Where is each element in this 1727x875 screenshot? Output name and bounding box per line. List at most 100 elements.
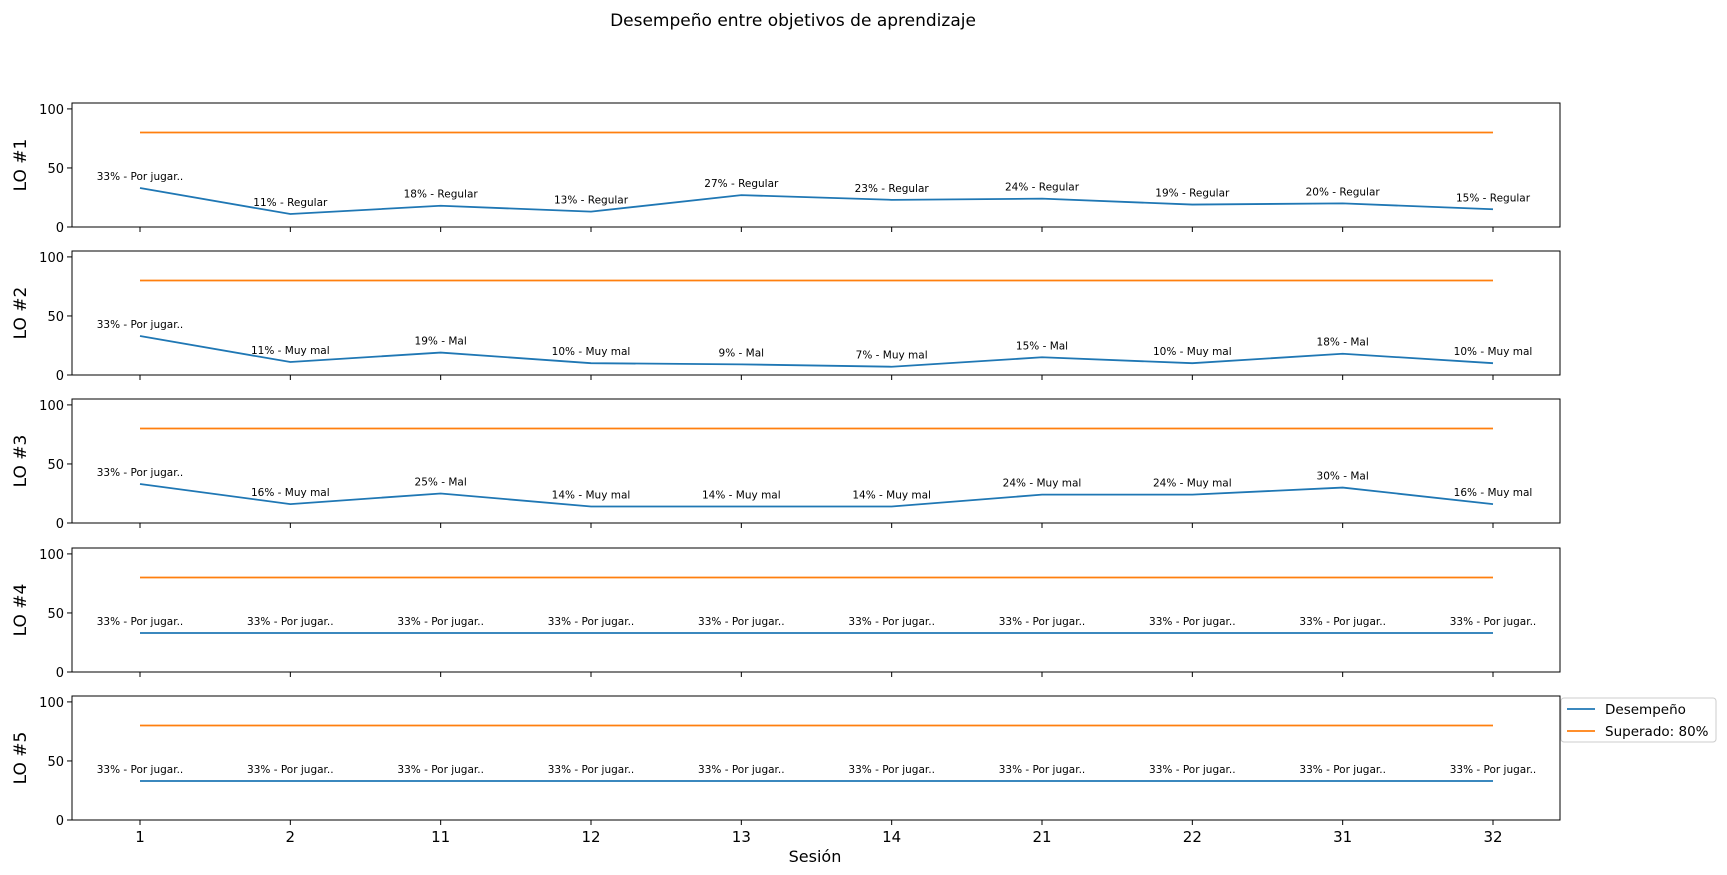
data-label: 33% - Por jugar..	[97, 319, 184, 331]
data-label: 33% - Por jugar..	[548, 764, 635, 776]
x-tick-label: 2	[286, 828, 296, 846]
data-label: 10% - Muy mal	[1454, 346, 1533, 358]
x-tick-label: 12	[581, 828, 600, 846]
data-label: 33% - Por jugar..	[999, 764, 1086, 776]
data-label: 33% - Por jugar..	[698, 764, 785, 776]
x-axis-label: Sesión	[789, 847, 842, 866]
legend-box	[1560, 697, 1717, 743]
panel-lo-3: 0 50 100 LO #3 33% - Por jugar.. 16% - Muy ma…	[11, 398, 1561, 532]
x-tick-label: 21	[1032, 828, 1051, 846]
y-axis-label: LO #1	[11, 139, 31, 192]
data-label: 33% - Por jugar..	[97, 616, 184, 628]
panel-frame	[71, 547, 1561, 673]
y-tick-label: 100	[39, 548, 64, 563]
data-label: 16% - Muy mal	[251, 487, 330, 499]
data-label: 27% - Regular	[704, 178, 779, 190]
data-label: 30% - Mal	[1317, 471, 1369, 483]
performance-line	[139, 483, 1494, 508]
data-label: 33% - Por jugar..	[247, 764, 334, 776]
y-axis-label: LO #2	[11, 287, 31, 340]
data-label: 33% - Por jugar..	[1299, 764, 1386, 776]
performance-line	[139, 187, 1494, 215]
data-label: 19% - Regular	[1155, 188, 1230, 200]
data-label: 33% - Por jugar..	[999, 616, 1086, 628]
data-label: 15% - Regular	[1456, 192, 1531, 204]
y-tick-label: 0	[56, 369, 64, 384]
y-axis-label: LO #3	[11, 435, 31, 488]
y-tick-label: 0	[56, 814, 64, 829]
data-label: 33% - Por jugar..	[397, 764, 484, 776]
data-label: 33% - Por jugar..	[848, 764, 935, 776]
data-label: 14% - Muy mal	[552, 489, 631, 501]
y-tick-label: 0	[56, 666, 64, 681]
data-label: 33% - Por jugar..	[1450, 764, 1537, 776]
data-label: 10% - Muy mal	[1153, 346, 1232, 358]
y-tick-label: 0	[56, 517, 64, 532]
legend-entry: Desempeño	[1605, 702, 1686, 718]
y-tick-label: 100	[39, 696, 64, 711]
data-label: 33% - Por jugar..	[1450, 616, 1537, 628]
data-label: 7% - Muy mal	[856, 350, 928, 362]
data-label: 15% - Mal	[1016, 340, 1068, 352]
data-label: 25% - Mal	[415, 476, 467, 488]
x-tick-label: 31	[1333, 828, 1352, 846]
data-label: 18% - Regular	[404, 189, 479, 201]
panel-frame	[71, 102, 1561, 228]
data-label: 33% - Por jugar..	[698, 616, 785, 628]
y-tick-label: 50	[47, 310, 64, 325]
panel-lo-2: 0 50 100 LO #2 33% - Por jugar.. 11% - Muy ma…	[11, 250, 1561, 384]
panel-lo-1: 0 50 100 LO #1 33% - Por jugar.. 11% - Regula…	[11, 102, 1561, 236]
y-tick-label: 50	[47, 162, 64, 177]
data-label: 24% - Muy mal	[1153, 478, 1232, 490]
data-label: 33% - Por jugar..	[848, 616, 935, 628]
data-label: 33% - Por jugar..	[97, 171, 184, 183]
performance-line	[139, 335, 1494, 368]
y-tick-label: 100	[39, 399, 64, 414]
data-label: 9% - Mal	[719, 347, 765, 359]
data-label: 33% - Por jugar..	[97, 467, 184, 479]
data-label: 14% - Muy mal	[852, 489, 931, 501]
x-tick-label: 22	[1183, 828, 1202, 846]
data-label: 11% - Regular	[253, 197, 328, 209]
data-label: 33% - Por jugar..	[1299, 616, 1386, 628]
y-tick-label: 50	[47, 755, 64, 770]
data-label: 18% - Mal	[1317, 337, 1369, 349]
data-label: 10% - Muy mal	[552, 346, 631, 358]
x-tick-label: 1	[135, 828, 145, 846]
x-tick-label: 13	[732, 828, 751, 846]
panel-frame	[71, 398, 1561, 524]
data-label: 20% - Regular	[1306, 186, 1381, 198]
y-tick-label: 0	[56, 221, 64, 236]
y-axis-label: LO #4	[11, 584, 31, 637]
x-tick-label: 11	[431, 828, 450, 846]
panel-lo-5: 0 50 100 LO #5 33% - Por jugar.. 33% - Por ju…	[11, 695, 1561, 829]
data-label: 33% - Por jugar..	[397, 616, 484, 628]
chart-title: Desempeño entre objetivos de aprendizaje	[610, 11, 976, 31]
y-tick-label: 50	[47, 458, 64, 473]
data-label: 33% - Por jugar..	[1149, 764, 1236, 776]
data-label: 33% - Por jugar..	[97, 764, 184, 776]
data-label: 14% - Muy mal	[702, 489, 781, 501]
y-axis-label: LO #5	[11, 732, 31, 785]
legend-entry: Superado: 80%	[1605, 724, 1709, 740]
data-label: 33% - Por jugar..	[1149, 616, 1236, 628]
y-tick-label: 50	[47, 607, 64, 622]
data-label: 33% - Por jugar..	[548, 616, 635, 628]
y-tick-label: 100	[39, 251, 64, 266]
legend: Desempeño Superado: 80%	[1560, 697, 1717, 743]
data-label: 13% - Regular	[554, 195, 629, 207]
panel-lo-4: 0 50 100 LO #4 33% - Por jugar.. 33% - Por ju…	[11, 547, 1561, 681]
panel-frame	[71, 250, 1561, 376]
data-label: 24% - Regular	[1005, 182, 1080, 194]
panel-frame	[71, 695, 1561, 821]
data-label: 23% - Regular	[855, 183, 930, 195]
x-tick-label: 32	[1483, 828, 1502, 846]
y-tick-label: 100	[39, 103, 64, 118]
x-tick-label: 14	[882, 828, 901, 846]
data-label: 19% - Mal	[415, 336, 467, 348]
data-label: 16% - Muy mal	[1454, 487, 1533, 499]
data-label: 24% - Muy mal	[1003, 478, 1082, 490]
